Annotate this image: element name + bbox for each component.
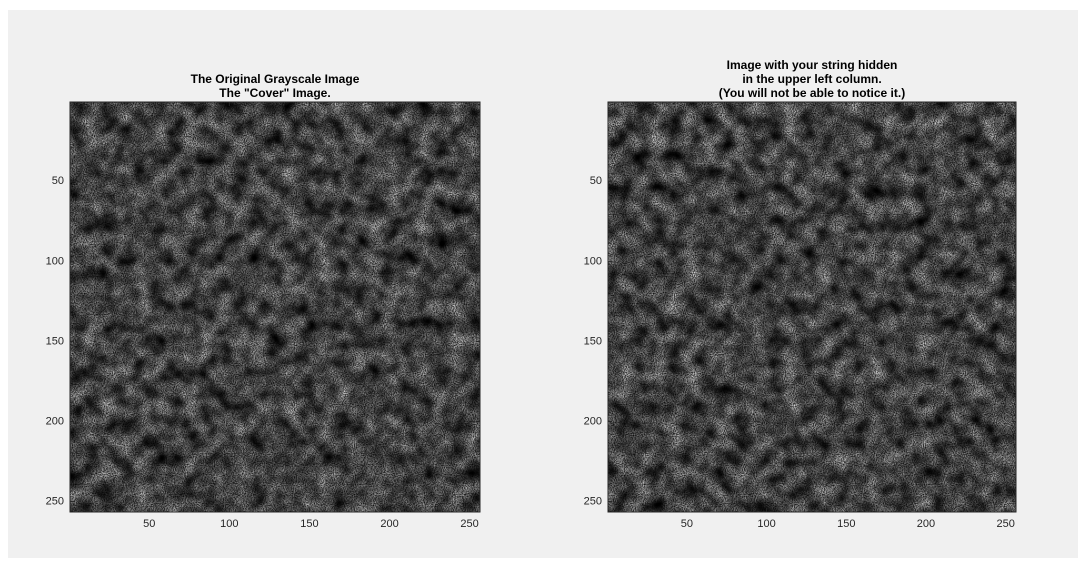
y-tick-label: 200 [584,415,602,427]
y-tick-label: 50 [52,175,64,187]
y-tick-label: 100 [46,255,64,267]
y-tick-label: 200 [46,415,64,427]
axes-box [607,101,1017,513]
y-tick-label: 250 [584,495,602,507]
x-tick-label: 250 [460,518,478,530]
chart-title: in the upper left column. [742,72,881,86]
x-tick-label: 200 [380,518,398,530]
axes-box [69,101,481,513]
y-tick-label: 50 [590,175,602,187]
x-tick-label: 50 [681,518,693,530]
image [70,102,480,512]
y-tick-label: 100 [584,255,602,267]
y-tick-label: 150 [584,335,602,347]
x-tick-label: 150 [300,518,318,530]
chart-title: Image with your string hidden [727,58,898,72]
chart-title: The Original Grayscale Image [191,72,360,86]
y-tick-label: 250 [46,495,64,507]
x-tick-label: 250 [996,518,1014,530]
image [608,102,1016,512]
chart-title: The "Cover" Image. [219,86,330,100]
x-tick-label: 50 [143,518,155,530]
x-tick-label: 150 [837,518,855,530]
x-tick-label: 200 [917,518,935,530]
x-tick-label: 100 [220,518,238,530]
chart-title: (You will not be able to notice it.) [719,86,905,100]
x-tick-label: 100 [757,518,775,530]
y-tick-label: 150 [46,335,64,347]
